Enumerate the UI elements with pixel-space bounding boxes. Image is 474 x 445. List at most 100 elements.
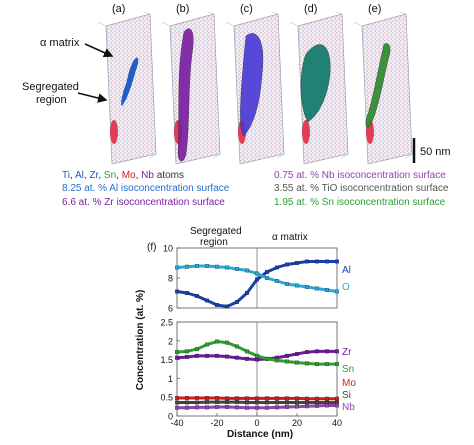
- data-point-mo: [335, 396, 339, 401]
- data-point-zr: [305, 350, 309, 355]
- data-point-o: [285, 282, 289, 286]
- data-point-zr: [205, 353, 209, 358]
- data-point-o: [215, 264, 219, 269]
- y-tick-label: 2.5: [160, 318, 173, 328]
- data-point-mo: [185, 396, 189, 400]
- data-point-zr: [195, 353, 199, 358]
- data-point-o: [175, 265, 179, 270]
- series-label-o: O: [342, 282, 350, 293]
- panel-label: (b): [176, 3, 189, 15]
- atoms-legend-part: ,: [84, 170, 90, 181]
- data-point-zr: [255, 357, 259, 362]
- data-point-mo: [175, 396, 179, 400]
- data-point-sn: [225, 340, 229, 345]
- data-point-al: [185, 291, 189, 295]
- legend-atoms: Ti, Al, Zr, Sn, Mo, Nb atoms: [62, 170, 184, 181]
- data-point-sn: [175, 350, 179, 355]
- x-tick-label: -20: [210, 418, 223, 428]
- data-point-sn: [245, 349, 249, 354]
- data-point-si: [245, 400, 249, 405]
- data-point-al: [265, 270, 269, 274]
- alpha-matrix-arrow: [84, 43, 114, 58]
- data-point-mo: [205, 396, 209, 400]
- y-tick-label: 1.5: [160, 355, 173, 365]
- atoms-legend-part: Sn: [104, 170, 116, 181]
- top-subplot: 6 8 10 Al O: [163, 244, 351, 314]
- isoconcentration-surface: [365, 43, 391, 128]
- al-segregation-band: [121, 57, 139, 106]
- data-point-si: [195, 400, 199, 405]
- data-point-mo: [235, 396, 239, 401]
- x-tick-label: 20: [292, 418, 302, 428]
- data-point-si: [255, 400, 259, 405]
- data-point-al: [245, 291, 249, 295]
- data-point-zr: [235, 355, 239, 360]
- data-point-mo: [245, 396, 249, 401]
- atoms-legend-part: atoms: [154, 170, 184, 181]
- data-point-si: [275, 400, 279, 405]
- data-point-al: [285, 262, 289, 267]
- series-label-mo: Mo: [342, 378, 356, 389]
- data-point-zr: [225, 354, 229, 359]
- x-tick-label: -40: [170, 418, 183, 428]
- data-point-nb: [235, 405, 239, 410]
- atom-probe-panels: (a) (b) (c) (d) (e): [97, 3, 413, 165]
- data-point-zr: [285, 353, 289, 358]
- segregated-annotation-line1: Segregated: [22, 81, 79, 93]
- data-point-nb: [195, 405, 199, 410]
- scale-bar-label: 50 nm: [420, 146, 451, 158]
- data-point-sn: [325, 362, 329, 367]
- data-point-sn: [265, 356, 269, 361]
- data-point-mo: [285, 396, 289, 401]
- data-point-nb: [175, 405, 179, 410]
- data-point-sn: [335, 362, 339, 367]
- data-point-nb: [295, 404, 299, 409]
- data-point-al: [305, 259, 309, 264]
- data-point-si: [265, 400, 269, 405]
- data-point-al: [315, 259, 319, 264]
- data-point-o: [325, 288, 329, 292]
- data-point-zr: [175, 355, 179, 360]
- isoconcentration-surface: [300, 44, 331, 123]
- mo-cluster: [302, 120, 310, 144]
- data-point-mo: [325, 396, 329, 401]
- data-point-al: [205, 298, 209, 303]
- data-point-o: [185, 264, 189, 269]
- data-point-o: [295, 283, 299, 288]
- chart-panel-label: (f): [147, 242, 156, 253]
- segregated-annotation-line2: region: [36, 94, 67, 106]
- data-point-o: [205, 264, 209, 268]
- data-point-o: [245, 268, 249, 273]
- data-point-nb: [215, 405, 219, 409]
- data-point-al: [325, 259, 329, 264]
- x-tick-label: 0: [254, 418, 259, 428]
- region-label-alpha-matrix: α matrix: [272, 232, 308, 243]
- atoms-legend-part: ,: [70, 170, 75, 181]
- data-point-si: [225, 400, 229, 405]
- data-point-nb: [245, 405, 249, 410]
- alpha-matrix-annotation: α matrix: [40, 37, 80, 49]
- data-point-si: [175, 400, 179, 405]
- data-point-nb: [285, 405, 289, 409]
- y-tick-label: 0.5: [160, 393, 173, 403]
- data-point-si: [205, 400, 209, 405]
- series-label-al: Al: [342, 265, 351, 276]
- panel-label: (c): [240, 3, 253, 15]
- chart-ylabel: Concentration (at. %): [135, 290, 146, 391]
- data-point-si: [315, 400, 319, 405]
- y-tick-label: 6: [168, 304, 173, 314]
- data-point-sn: [235, 344, 239, 349]
- data-point-sn: [275, 358, 279, 363]
- atoms-legend-part: Mo: [122, 170, 136, 181]
- data-point-sn: [205, 342, 209, 347]
- isoconcentration-surface: [177, 28, 194, 162]
- series-label-si: Si: [342, 390, 351, 401]
- data-point-sn: [195, 347, 199, 352]
- atoms-legend-part: Ti: [62, 170, 70, 181]
- concentration-profile-chart: (f) Segregated region α matrix Concentra…: [135, 226, 356, 440]
- data-point-al: [295, 261, 299, 265]
- panel-e: (e): [353, 3, 413, 165]
- data-point-o: [335, 289, 339, 294]
